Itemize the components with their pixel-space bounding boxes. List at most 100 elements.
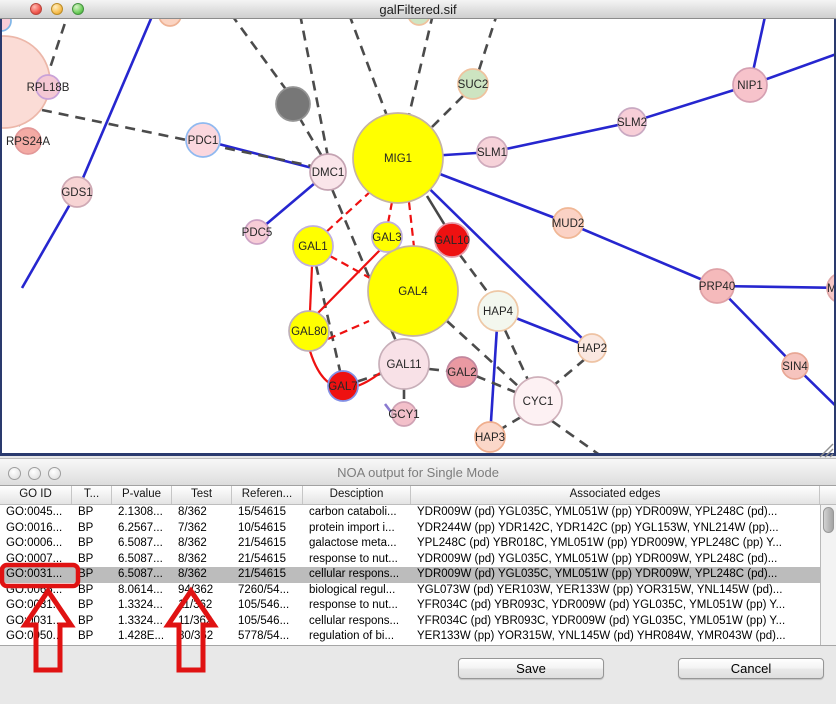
- column-header-p-value[interactable]: P-value: [112, 486, 172, 504]
- network-edge-gray-dashed[interactable]: [458, 254, 491, 295]
- column-header-type[interactable]: T...: [72, 486, 112, 504]
- cancel-button[interactable]: Cancel: [678, 658, 824, 679]
- table-body[interactable]: GO:0045... BP 2.1308... 8/362 15/54615 carbon…: [0, 505, 820, 645]
- save-button[interactable]: Save: [458, 658, 604, 679]
- network-node-unlabeled[interactable]: [408, 19, 430, 26]
- network-edge-gray-dashed[interactable]: [503, 329, 530, 381]
- column-header-reference[interactable]: Referen...: [232, 486, 303, 504]
- column-header-test[interactable]: Test: [172, 486, 232, 504]
- network-node-gal2[interactable]: [446, 356, 478, 388]
- network-edge-red-dashed[interactable]: [323, 190, 372, 235]
- network-edge-gray-dashed[interactable]: [314, 264, 342, 372]
- network-graph[interactable]: RPL18B RPS24A GDS1 PDC1 PDC5 DMC1 MIG1 SUC2 SLM1…: [0, 19, 836, 456]
- zoom-button-inactive[interactable]: [48, 467, 61, 480]
- network-canvas[interactable]: RPL18B RPS24A GDS1 PDC1 PDC5 DMC1 MIG1 SUC2 SLM1…: [0, 19, 836, 456]
- network-node-pdc5[interactable]: [244, 219, 270, 245]
- network-edge-gray-dashed[interactable]: [477, 19, 497, 71]
- network-node-mud2[interactable]: [552, 207, 584, 239]
- network-node-cyc1[interactable]: [513, 376, 563, 426]
- network-edge-purple[interactable]: [383, 403, 393, 413]
- scrollbar-thumb[interactable]: [823, 507, 834, 533]
- network-edge-blue[interactable]: [488, 310, 500, 438]
- network-edge-blue[interactable]: [75, 19, 153, 193]
- network-node-hap2[interactable]: [577, 333, 607, 363]
- table-row[interactable]: GO:0031... BP 1.3324... 11/362 105/546... cel…: [0, 614, 820, 630]
- noa-window-title: NOA output for Single Mode: [337, 465, 499, 480]
- network-node-nip1[interactable]: [732, 67, 768, 103]
- network-node-gds1[interactable]: [61, 176, 93, 208]
- network-edge-gray-dashed[interactable]: [428, 367, 449, 373]
- network-node-msl1[interactable]: [826, 273, 836, 303]
- network-edge-gray-dashed[interactable]: [231, 19, 292, 96]
- network-edge-blue[interactable]: [491, 120, 633, 154]
- noa-window-titlebar[interactable]: NOA output for Single Mode: [0, 458, 836, 486]
- close-button[interactable]: [30, 3, 42, 15]
- network-edge-blue[interactable]: [631, 83, 751, 124]
- network-node-gcy1[interactable]: [391, 401, 417, 427]
- column-header-go-id[interactable]: GO ID: [0, 486, 72, 504]
- network-node-unlabeled[interactable]: [275, 86, 311, 122]
- network-edge-red[interactable]: [316, 249, 381, 315]
- table-row[interactable]: GO:0007... BP 6.5087... 8/362 21/54615 respon…: [0, 552, 820, 568]
- network-edge-blue[interactable]: [716, 284, 836, 290]
- network-edge-gray-dashed[interactable]: [349, 19, 389, 117]
- network-edge-blue[interactable]: [20, 191, 79, 289]
- table-row[interactable]: GO:0045... BP 2.1308... 8/362 15/54615 carbon…: [0, 505, 820, 521]
- table-row[interactable]: GO:0031... BP 1.3324... 11/362 105/546... res…: [0, 598, 820, 614]
- network-edge-red-dashed[interactable]: [329, 255, 371, 279]
- network-node-hap4[interactable]: [477, 290, 519, 332]
- column-header-associated-edges[interactable]: Associated edges: [411, 486, 820, 504]
- network-edge-blue[interactable]: [716, 285, 796, 367]
- table-scrollbar[interactable]: [820, 505, 836, 645]
- network-node-hap3[interactable]: [474, 421, 506, 453]
- network-edge-gray-dashed[interactable]: [475, 374, 516, 394]
- network-edge-gray-dashed[interactable]: [41, 108, 327, 171]
- zoom-button[interactable]: [72, 3, 84, 15]
- network-node-gal7[interactable]: [327, 370, 359, 402]
- minimize-button[interactable]: [51, 3, 63, 15]
- table-row-selected[interactable]: GO:0031... BP 6.5087... 8/362 21/54615 cellul…: [0, 567, 820, 583]
- network-node-gal3[interactable]: [371, 221, 403, 253]
- table-row[interactable]: GO:0006... BP 6.5087... 8/362 21/54615 galact…: [0, 536, 820, 552]
- network-edge-red-dashed[interactable]: [386, 201, 394, 224]
- network-node-slm2[interactable]: [617, 107, 647, 137]
- network-edge-gray-dashed[interactable]: [38, 19, 68, 99]
- column-header-description[interactable]: Desciption: [303, 486, 411, 504]
- network-edge-gray-dashed[interactable]: [552, 358, 586, 387]
- network-window-titlebar[interactable]: galFiltered.sif: [0, 0, 836, 19]
- network-node-gal10[interactable]: [434, 222, 470, 258]
- network-node-dmc1[interactable]: [309, 153, 347, 191]
- network-edge-gray-dashed[interactable]: [299, 19, 330, 158]
- table-row[interactable]: GO:0050... BP 1.428E... 80/362 5778/54... reg…: [0, 629, 820, 645]
- network-edge-blue[interactable]: [567, 221, 718, 288]
- resize-grip-icon[interactable]: [816, 442, 836, 458]
- network-node-gal80[interactable]: [288, 310, 330, 352]
- network-node-rps24a[interactable]: [14, 127, 42, 155]
- network-node-prp40[interactable]: [699, 268, 735, 304]
- table-row[interactable]: GO:0065... BP 8.0614... 94/362 7260/54... bio…: [0, 583, 820, 599]
- network-node-mig1[interactable]: [352, 112, 444, 204]
- network-node-rpl18b[interactable]: [35, 74, 61, 100]
- network-node-pdc1[interactable]: [185, 122, 221, 158]
- network-node-slm1[interactable]: [476, 136, 508, 168]
- network-edge-gray-dashed[interactable]: [500, 415, 522, 431]
- network-edge-gray-dashed[interactable]: [407, 19, 434, 116]
- network-edge-red[interactable]: [308, 265, 314, 312]
- network-edge-gray-dashed[interactable]: [431, 95, 464, 128]
- network-edge-red-dashed[interactable]: [327, 319, 370, 341]
- network-edge-gray-dashed[interactable]: [297, 116, 325, 159]
- network-node-unlabeled[interactable]: [0, 19, 12, 32]
- network-node-sin4[interactable]: [781, 352, 809, 380]
- network-edge-red-dashed[interactable]: [407, 201, 416, 248]
- network-node-gal1[interactable]: [292, 225, 334, 267]
- table-row[interactable]: GO:0016... BP 6.2567... 7/362 10/54615 protei…: [0, 521, 820, 537]
- minimize-button-inactive[interactable]: [28, 467, 41, 480]
- network-node-gal4[interactable]: [367, 245, 459, 337]
- network-node-gal11[interactable]: [378, 338, 430, 390]
- cell-go-id: GO:0016...: [6, 521, 63, 534]
- close-button-inactive[interactable]: [8, 467, 21, 480]
- network-edge-dark[interactable]: [425, 195, 448, 228]
- network-edge-gray-dashed[interactable]: [551, 419, 601, 456]
- network-node-unlabeled[interactable]: [158, 19, 182, 27]
- network-node-suc2[interactable]: [457, 68, 489, 100]
